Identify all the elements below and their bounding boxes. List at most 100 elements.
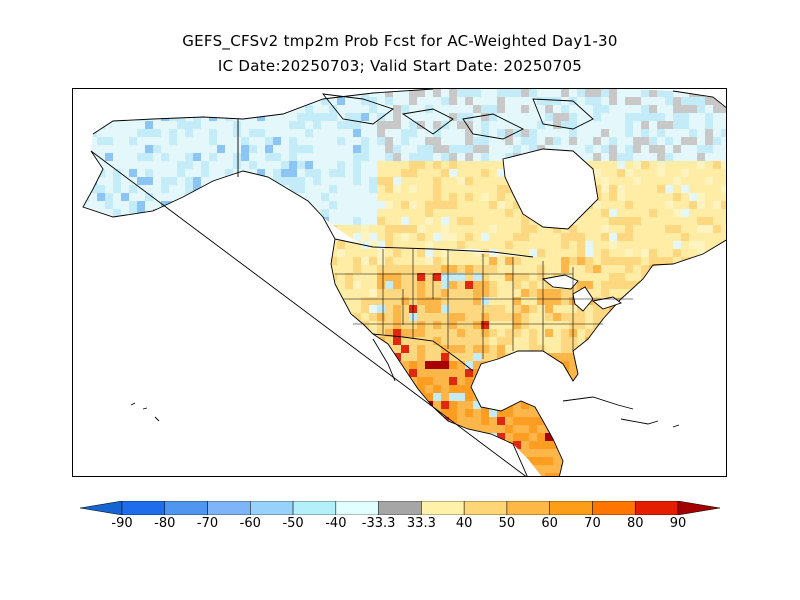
forecast-grid-cell [265, 313, 273, 321]
forecast-grid-cell [409, 201, 417, 209]
forecast-grid-cell [321, 273, 329, 281]
forecast-grid-cell [561, 401, 569, 409]
forecast-grid-cell [489, 105, 497, 113]
forecast-grid-cell [489, 121, 497, 129]
forecast-grid-cell [705, 329, 713, 337]
forecast-grid-cell [425, 281, 433, 289]
forecast-grid-cell [593, 385, 601, 393]
forecast-grid-cell [145, 377, 153, 385]
forecast-grid-cell [529, 321, 537, 329]
forecast-grid-cell [225, 377, 233, 385]
forecast-grid-cell [657, 393, 665, 401]
forecast-grid-cell [633, 401, 641, 409]
forecast-grid-cell [337, 137, 345, 145]
forecast-grid-cell [121, 377, 129, 385]
forecast-grid-cell [617, 105, 625, 113]
forecast-grid-cell [83, 249, 89, 257]
forecast-grid-cell [321, 265, 329, 273]
forecast-grid-cell [425, 337, 433, 345]
forecast-grid-cell [83, 209, 89, 217]
forecast-grid-cell [577, 89, 585, 97]
forecast-grid-cell [625, 241, 633, 249]
forecast-grid-cell [649, 161, 657, 169]
forecast-grid-cell [393, 289, 401, 297]
forecast-grid-cell [89, 361, 97, 369]
forecast-grid-cell [585, 457, 593, 465]
forecast-grid-cell [481, 473, 489, 476]
forecast-grid-cell [113, 153, 121, 161]
forecast-grid-cell [537, 249, 545, 257]
forecast-grid-cell [385, 401, 393, 409]
forecast-grid-cell [393, 137, 401, 145]
forecast-grid-cell [129, 297, 137, 305]
forecast-grid-cell [369, 201, 377, 209]
forecast-grid-cell [673, 97, 681, 105]
forecast-grid-cell [513, 409, 521, 417]
forecast-grid-cell [465, 193, 473, 201]
forecast-grid-cell [161, 233, 169, 241]
forecast-grid-cell [577, 441, 585, 449]
forecast-grid-cell [505, 145, 513, 153]
forecast-grid-cell [217, 113, 225, 121]
forecast-grid-cell [97, 369, 105, 377]
forecast-grid-cell [665, 457, 673, 465]
forecast-grid-cell [353, 329, 361, 337]
forecast-grid-cell [553, 345, 561, 353]
forecast-grid-cell [529, 393, 537, 401]
forecast-grid-cell [433, 369, 441, 377]
forecast-grid-cell [521, 329, 529, 337]
forecast-grid-cell [257, 433, 265, 441]
forecast-grid-cell [113, 433, 121, 441]
forecast-grid-cell [721, 161, 726, 169]
forecast-grid-cell [177, 281, 185, 289]
forecast-grid-cell [241, 97, 249, 105]
forecast-grid-cell [345, 265, 353, 273]
forecast-grid-cell [649, 105, 657, 113]
forecast-grid-cell [249, 249, 257, 257]
forecast-grid-cell [89, 457, 97, 465]
forecast-grid-cell [433, 265, 441, 273]
forecast-grid-cell [177, 225, 185, 233]
forecast-grid-cell [313, 305, 321, 313]
forecast-grid-cell [201, 209, 209, 217]
forecast-grid-cell [369, 129, 377, 137]
forecast-grid-cell [153, 313, 161, 321]
forecast-grid-cell [681, 113, 689, 121]
forecast-grid-cell [593, 113, 601, 121]
forecast-grid-cell [441, 377, 449, 385]
forecast-grid-cell [153, 161, 161, 169]
forecast-grid-cell [585, 257, 593, 265]
forecast-grid-cell [689, 121, 697, 129]
forecast-grid-cell [721, 257, 726, 265]
forecast-grid-cell [401, 393, 409, 401]
forecast-grid-cell [585, 401, 593, 409]
forecast-grid-cell [145, 345, 153, 353]
forecast-grid-cell [289, 433, 297, 441]
forecast-grid-cell [601, 369, 609, 377]
forecast-grid-cell [345, 209, 353, 217]
forecast-grid-cell [505, 369, 513, 377]
forecast-grid-cell [633, 329, 641, 337]
forecast-grid-cell [673, 465, 681, 473]
forecast-grid-cell [713, 273, 721, 281]
forecast-grid-cell [225, 193, 233, 201]
forecast-grid-cell [465, 353, 473, 361]
forecast-grid-cell [153, 305, 161, 313]
forecast-grid-cell [137, 241, 145, 249]
forecast-grid-cell [449, 313, 457, 321]
forecast-grid-cell [721, 457, 726, 465]
forecast-grid-cell [241, 417, 249, 425]
forecast-grid-cell [113, 337, 121, 345]
forecast-grid-cell [321, 153, 329, 161]
forecast-grid-cell [257, 473, 265, 476]
forecast-grid-cell [73, 249, 81, 257]
forecast-grid-cell [449, 265, 457, 273]
forecast-grid-cell [417, 401, 425, 409]
forecast-grid-cell [121, 465, 129, 473]
forecast-grid-cell [713, 265, 721, 273]
forecast-grid-cell [337, 145, 345, 153]
forecast-grid-cell [185, 273, 193, 281]
forecast-grid-cell [257, 385, 265, 393]
forecast-grid-cell [321, 297, 329, 305]
forecast-grid-cell [313, 345, 321, 353]
